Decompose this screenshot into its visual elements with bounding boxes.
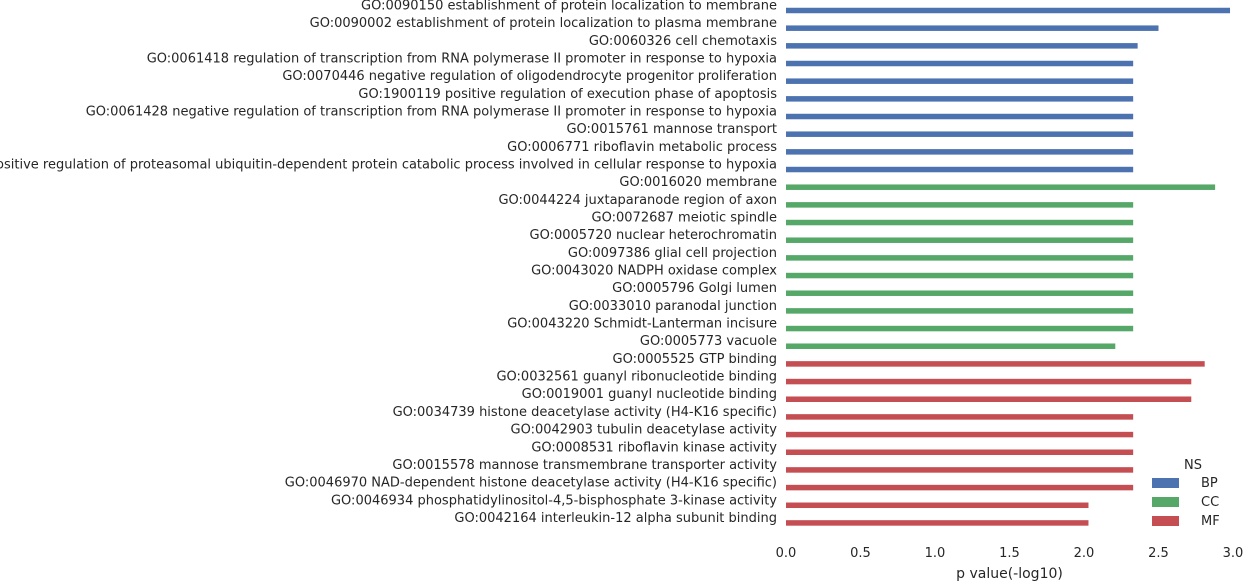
bar-bp — [786, 25, 1159, 31]
legend-label-cc: CC — [1201, 495, 1219, 510]
category-label: GO:0090150 establishment of protein loca… — [361, 0, 777, 14]
bar-mf — [786, 431, 1134, 438]
category-label: GO:0005796 Golgi lumen — [612, 281, 777, 296]
bar-cc — [786, 308, 1134, 314]
category-label: GO:0019001 guanyl nucleotide binding — [522, 387, 777, 402]
category-label: GO:0008531 riboflavin kinase activity — [531, 440, 777, 455]
bar-cc — [786, 184, 1216, 190]
bar-mf — [786, 467, 1134, 473]
category-label: GO:1900119 positive regulation of execut… — [358, 87, 777, 102]
legend-label-mf: MF — [1201, 514, 1220, 529]
bar-bp — [786, 113, 1134, 120]
bar-bp — [786, 96, 1134, 102]
legend-label-bp: BP — [1201, 476, 1218, 491]
bars-group — [786, 7, 1231, 526]
bar-bp — [786, 7, 1231, 14]
category-label: GO:0090002 establishment of protein loca… — [310, 16, 777, 31]
bar-cc — [786, 255, 1134, 261]
category-label: GO:0060326 cell chemotaxis — [589, 34, 777, 49]
legend: NS BP CC MF — [1152, 458, 1220, 529]
category-label: GO:0042164 interleukin-12 alpha subunit … — [454, 511, 777, 526]
category-label: GO:0097386 glial cell projection — [568, 246, 777, 261]
bar-mf — [786, 378, 1192, 385]
bar-bp — [786, 60, 1134, 67]
x-tick-label: 0.0 — [776, 546, 797, 561]
bar-cc — [786, 202, 1134, 208]
bar-bp — [786, 149, 1134, 155]
category-label: GO:0006771 riboflavin metabolic process — [507, 140, 777, 155]
x-tick-label: 0.5 — [850, 546, 871, 561]
category-label: GO:0043020 NADPH oxidase complex — [531, 264, 777, 279]
bar-mf — [786, 520, 1089, 526]
bar-bp — [786, 78, 1134, 84]
bar-mf — [786, 449, 1134, 455]
bar-mf — [786, 396, 1192, 402]
category-label: GO:0005720 nuclear heterochromatin — [530, 228, 778, 243]
category-label: GO:0015578 mannose transmembrane transpo… — [392, 458, 777, 473]
bar-bp — [786, 43, 1138, 49]
bar-cc — [786, 325, 1134, 332]
category-label: GO:0015761 mannose transport — [566, 122, 777, 137]
category-label: GO:0033010 paranodal junction — [569, 299, 777, 314]
legend-title: NS — [1184, 458, 1202, 473]
category-labels-group: GO:0090150 establishment of protein loca… — [0, 0, 777, 526]
category-label: GO:0043220 Schmidt-Lanterman incisure — [507, 317, 777, 332]
category-label: GO:0046934 phosphatidylinositol-4,5-bisp… — [331, 493, 777, 508]
bar-bp — [786, 131, 1134, 137]
bar-mf — [786, 502, 1089, 509]
bar-bp — [786, 166, 1134, 173]
bar-mf — [786, 361, 1205, 367]
category-label: GO:0070446 negative regulation of oligod… — [282, 69, 777, 84]
category-label: GO:0016020 membrane — [619, 175, 777, 190]
bar-cc — [786, 237, 1134, 243]
x-tick-label: 2.0 — [1074, 546, 1095, 561]
category-label: GO:0044224 juxtaparanode region of axon — [498, 193, 777, 208]
x-tick-label: 1.5 — [999, 546, 1020, 561]
legend-swatch-mf — [1152, 516, 1179, 526]
x-tick-label: 2.5 — [1148, 546, 1169, 561]
category-label: GO:0061428 negative regulation of transc… — [86, 105, 777, 120]
category-label: GO:0072687 meiotic spindle — [592, 211, 777, 226]
x-axis: 0.0 0.5 1.0 1.5 2.0 2.5 3.0 — [776, 546, 1244, 561]
bar-mf — [786, 484, 1134, 491]
bar-cc — [786, 272, 1134, 279]
bar-cc — [786, 290, 1134, 296]
category-label: GO:0042903 tubulin deacetylase activity — [511, 423, 778, 438]
bar-cc — [786, 343, 1116, 349]
category-label: GO:0061418 regulation of transcription f… — [147, 52, 777, 67]
legend-swatch-bp — [1152, 478, 1179, 488]
category-label: GO:0005773 vacuole — [640, 334, 777, 349]
legend-swatch-cc — [1152, 497, 1179, 507]
category-label: GO:0034739 histone deacetylase activity … — [393, 405, 777, 420]
category-label: GO:0032561 guanyl ribonucleotide binding — [496, 370, 777, 385]
bar-cc — [786, 219, 1134, 226]
category-label: GO:0046970 NAD-dependent histone deacety… — [285, 476, 777, 491]
category-label: GO:2000777 positive regulation of protea… — [0, 158, 777, 173]
x-tick-label: 3.0 — [1223, 546, 1244, 561]
category-label: GO:0005525 GTP binding — [613, 352, 777, 367]
x-axis-title: p value(-log10) — [956, 566, 1063, 582]
x-tick-label: 1.0 — [925, 546, 946, 561]
bar-mf — [786, 414, 1134, 420]
